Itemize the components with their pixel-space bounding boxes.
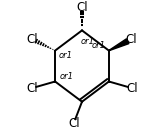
Text: Cl: Cl (26, 82, 38, 95)
Text: or1: or1 (92, 41, 106, 50)
Text: Cl: Cl (76, 1, 88, 14)
Text: Cl: Cl (68, 117, 80, 130)
Text: or1: or1 (81, 37, 95, 46)
Polygon shape (109, 39, 129, 51)
Text: Cl: Cl (126, 82, 138, 95)
Text: Cl: Cl (27, 33, 38, 46)
Text: or1: or1 (60, 72, 73, 81)
Text: Cl: Cl (126, 33, 137, 46)
Text: or1: or1 (58, 51, 72, 60)
